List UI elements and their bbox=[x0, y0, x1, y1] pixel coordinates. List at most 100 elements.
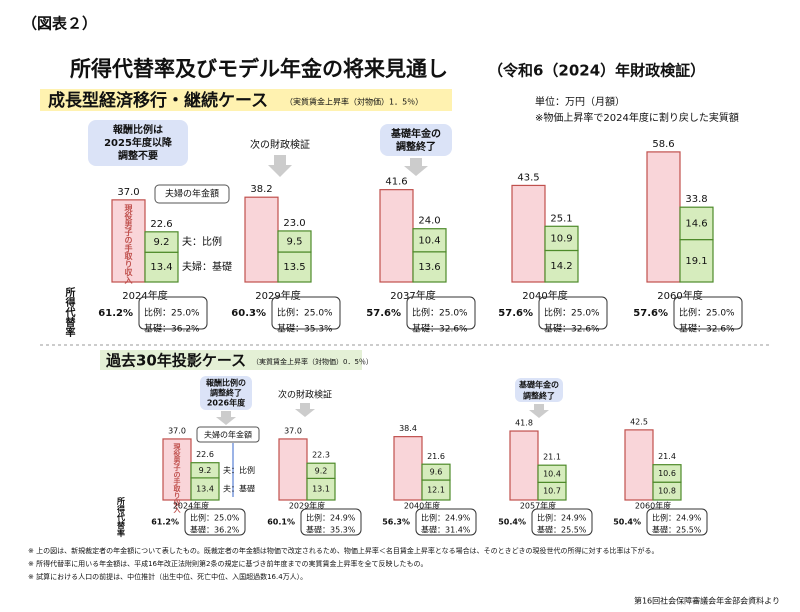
legend-label: 夫：比例 bbox=[182, 235, 222, 248]
rate-label: 所得代替率 bbox=[117, 496, 126, 538]
annotation: 基礎年金の bbox=[390, 127, 441, 140]
bar bbox=[111, 199, 146, 283]
arrow bbox=[216, 411, 236, 425]
value-label: 38.2 bbox=[250, 184, 272, 195]
bar bbox=[646, 151, 681, 283]
rate-total: 57.6% bbox=[633, 308, 668, 319]
x-tick-label: 2060年度 bbox=[635, 501, 671, 511]
note: ※ 所得代替率に用いる年金額は、平成16年改正法附則第2条の規定に基づき前年度ま… bbox=[28, 559, 427, 568]
value-label: 12.1 bbox=[427, 486, 445, 495]
value-label: 9.2 bbox=[315, 466, 328, 475]
callout bbox=[515, 378, 563, 402]
callout bbox=[88, 120, 188, 166]
total-label: 夫婦の年金額 bbox=[204, 430, 252, 440]
callout bbox=[200, 376, 252, 410]
value-label: 10.4 bbox=[543, 469, 561, 478]
series-label: 現役男子の手取り収入 bbox=[123, 204, 133, 285]
panel-subtitle: （実質賃金上昇率（対物価）1．5％） bbox=[285, 97, 423, 107]
note: ※ 上の図は、新規裁定者の年金額について表したもの。既裁定者の年金額は物価で改定… bbox=[28, 546, 658, 555]
rate-total: 60.3% bbox=[231, 308, 266, 319]
source: 第16回社会保障審議会年金部会資料より bbox=[634, 596, 780, 606]
unit-note: ※物価上昇率で2024年度に割り戻した実質額 bbox=[535, 111, 739, 124]
value-label: 13.4 bbox=[150, 262, 172, 273]
value-label: 43.5 bbox=[517, 172, 539, 183]
annotation: 調整終了 bbox=[210, 388, 242, 398]
value-label: 13.1 bbox=[312, 485, 330, 494]
bar bbox=[162, 438, 192, 501]
bar bbox=[511, 184, 546, 283]
note: ※ 試算における人口の前提は、中位推計（出生中位、死亡中位、入国超過数16.4万… bbox=[28, 572, 307, 581]
rate-proportional: 比例：24.9% bbox=[652, 513, 702, 523]
value-label: 10.9 bbox=[550, 233, 572, 244]
heading-bg bbox=[100, 350, 362, 370]
bar-segment bbox=[537, 464, 567, 483]
x-tick-label: 2040年度 bbox=[404, 501, 440, 511]
total-value: 21.6 bbox=[427, 452, 445, 461]
x-tick-label: 2029年度 bbox=[289, 501, 325, 511]
value-label: 37.0 bbox=[168, 426, 186, 435]
rate-basic: 基礎：35.3% bbox=[277, 323, 333, 335]
value-label: 14.2 bbox=[550, 261, 572, 272]
bar-segment bbox=[277, 230, 312, 253]
panel-title: 過去30年投影ケース bbox=[105, 352, 246, 370]
panel-subtitle: （実質賃金上昇率（対物価）0．5％） bbox=[252, 357, 373, 366]
bar-segment bbox=[544, 225, 579, 252]
rate-box bbox=[673, 296, 743, 330]
rate-total: 61.2% bbox=[98, 308, 133, 319]
value-label: 37.0 bbox=[117, 187, 139, 198]
annotation: 調整終了 bbox=[523, 391, 555, 401]
annotation: 次の財政検証 bbox=[250, 138, 310, 151]
rate-total: 57.6% bbox=[366, 308, 401, 319]
bar-segment bbox=[544, 249, 579, 283]
rate-basic: 基礎：35.3% bbox=[306, 525, 356, 535]
unit-note: 単位：万円（月額） bbox=[535, 95, 625, 108]
bar-segment bbox=[306, 462, 336, 479]
total-value: 22.6 bbox=[150, 219, 172, 230]
panel-title: 成長型経済移行・継続ケース bbox=[48, 90, 268, 111]
total-value: 33.8 bbox=[685, 194, 707, 205]
rate-proportional: 比例：25.0% bbox=[544, 307, 600, 319]
bar-segment bbox=[412, 251, 447, 283]
bar bbox=[509, 430, 539, 501]
bar-segment bbox=[190, 462, 220, 479]
rate-box bbox=[406, 296, 476, 330]
rate-box bbox=[415, 508, 477, 536]
rate-proportional: 比例：25.0% bbox=[190, 513, 240, 523]
arrow bbox=[295, 403, 315, 417]
rate-proportional: 比例：25.0% bbox=[679, 307, 735, 319]
rate-proportional: 比例：25.0% bbox=[277, 307, 333, 319]
bar bbox=[393, 436, 423, 501]
x-tick-label: 2040年度 bbox=[522, 289, 567, 302]
total-value: 24.0 bbox=[418, 216, 440, 227]
rate-proportional: 比例：24.9% bbox=[306, 513, 356, 523]
x-tick-label: 2057年度 bbox=[520, 501, 556, 511]
annotation: 2026年度 bbox=[207, 398, 246, 408]
rate-basic: 基礎：25.5% bbox=[537, 525, 587, 535]
value-label: 41.6 bbox=[385, 177, 407, 188]
arrow bbox=[268, 155, 292, 177]
x-tick-label: 2029年度 bbox=[255, 289, 300, 302]
value-label: 9.5 bbox=[287, 236, 303, 247]
bar-segment bbox=[652, 464, 682, 483]
bar-segment bbox=[421, 463, 451, 481]
annotation: 次の財政検証 bbox=[278, 389, 332, 401]
legend-label: 夫：基礎 bbox=[223, 483, 255, 493]
value-label: 19.1 bbox=[685, 256, 707, 267]
value-label: 13.6 bbox=[418, 262, 440, 273]
annotation: 基礎年金の bbox=[518, 380, 559, 390]
bar bbox=[244, 196, 279, 283]
title: 所得代替率及びモデル年金の将来見通し bbox=[70, 57, 448, 81]
legend-label: 夫：比例 bbox=[223, 465, 255, 475]
rate-basic: 基礎：32.6% bbox=[544, 323, 600, 335]
bar-segment bbox=[412, 228, 447, 253]
bar-segment bbox=[679, 238, 714, 283]
rate-box bbox=[538, 296, 608, 330]
rate-label: 所得代替率 bbox=[63, 286, 76, 338]
annotation: 調整終了 bbox=[396, 140, 436, 153]
arrow bbox=[404, 158, 428, 176]
title-note: （令和6（2024）年財政検証） bbox=[488, 62, 705, 80]
total-value: 22.3 bbox=[312, 451, 330, 460]
value-label: 37.0 bbox=[284, 426, 302, 435]
value-label: 10.4 bbox=[418, 235, 440, 246]
